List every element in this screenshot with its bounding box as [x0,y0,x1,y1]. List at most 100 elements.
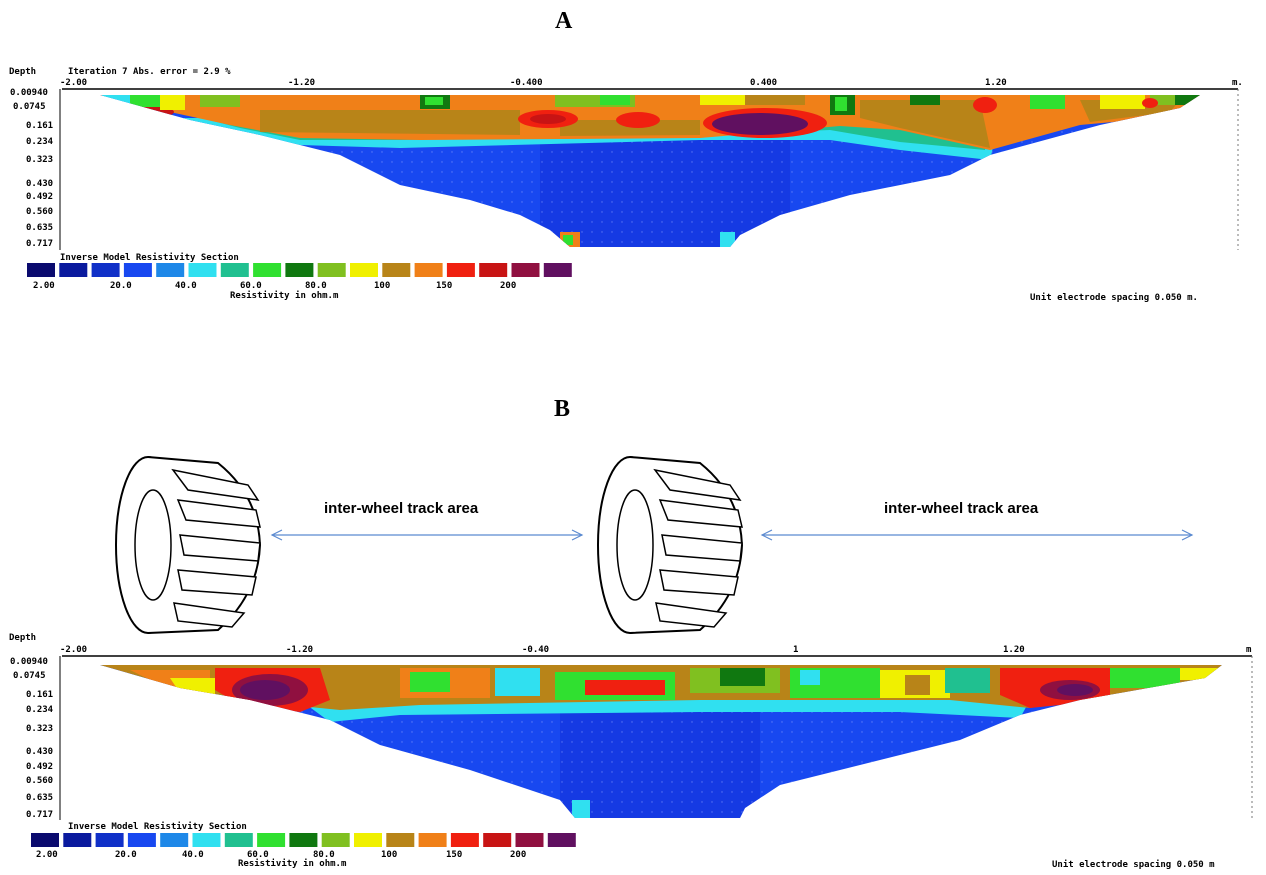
track-label-right: inter-wheel track area [884,500,1039,517]
legend-value-b-4: 80.0 [313,850,335,860]
legend-a-swatch-8 [285,263,314,277]
x-tick-a-0: -2.00 [60,78,88,88]
legend-b-swatch-1 [63,833,92,847]
legend-value-a-2: 40.0 [175,281,197,291]
x-tick-b-0: -2.00 [60,645,88,655]
depth-tick-b-6: 0.492 [26,762,54,772]
depth-tick-b-8: 0.635 [26,793,54,803]
legend-b-swatch-12 [418,833,447,847]
legend-a-swatch-7 [253,263,282,277]
legend-a-swatch-1 [59,263,88,277]
legend-b-swatch-8 [289,833,318,847]
spacing-label-b: Unit electrode spacing 0.050 m [1052,860,1215,870]
legend-b-swatch-3 [127,833,156,847]
legend-value-b-6: 150 [446,850,463,860]
legend-a-swatch-6 [220,263,249,277]
legend-value-b-2: 40.0 [182,850,204,860]
axes-b [59,655,1253,820]
depth-tick-b-2: 0.161 [26,690,54,700]
x-tick-a-2: -0.400 [510,78,543,88]
arrow-left-track [270,529,584,541]
panel-b-label: B [554,396,571,422]
depth-tick-a-5: 0.430 [26,179,54,189]
arrow-right-track [760,529,1194,541]
x-unit-a: m. [1232,78,1243,88]
legend-a-swatch-16 [543,263,572,277]
legend-b-swatch-7 [257,833,286,847]
depth-tick-b-4: 0.323 [26,724,54,734]
legend-b-swatch-5 [192,833,221,847]
legend-a-swatch-14 [479,263,508,277]
depth-label-a: Depth [9,67,37,77]
depth-tick-b-7: 0.560 [26,776,54,786]
legend-a-swatch-2 [91,263,120,277]
section-title-b: Inverse Model Resistivity Section [68,822,247,832]
legend-b-swatch-2 [95,833,124,847]
legend-a-swatch-12 [414,263,443,277]
legend-b-swatch-14 [483,833,512,847]
legend-a-swatch-10 [350,263,378,277]
legend-value-a-1: 20.0 [110,281,132,291]
depth-tick-a-3: 0.234 [26,137,54,147]
legend-a-swatch-11 [382,263,411,277]
depth-tick-a-6: 0.492 [26,192,54,202]
legend-b-swatch-0 [31,833,59,847]
legend-a-swatch-0 [27,263,55,277]
legend-a-swatch-5 [188,263,217,277]
x-tick-b-3: 1 [793,645,799,655]
resistivity-label-b: Resistivity in ohm.m [238,859,347,869]
section-title-a: Inverse Model Resistivity Section [60,253,239,263]
depth-tick-b-3: 0.234 [26,705,54,715]
x-tick-b-4: 1.20 [1003,645,1025,655]
legend-b-swatch-6 [224,833,253,847]
legend-a [27,263,572,277]
resistivity-section-a [100,95,1200,247]
depth-tick-a-9: 0.717 [26,239,54,249]
legend-value-a-4: 80.0 [305,281,327,291]
legend-a-swatch-4 [156,263,185,277]
x-unit-b: m [1246,645,1252,655]
legend-a-swatch-3 [123,263,152,277]
depth-tick-a-2: 0.161 [26,121,54,131]
tire-middle-icon [597,456,744,634]
depth-tick-b-9: 0.717 [26,810,54,820]
legend-value-a-6: 150 [436,281,453,291]
x-tick-a-3: 0.400 [750,78,778,88]
legend-b-swatch-11 [386,833,415,847]
depth-tick-a-0: 0.00940 [10,88,48,98]
depth-tick-a-8: 0.635 [26,223,54,233]
panel-a-label: A [555,8,573,34]
depth-tick-b-1: 0.0745 [13,671,46,681]
legend-value-a-3: 60.0 [240,281,262,291]
x-tick-b-1: -1.20 [286,645,314,655]
x-tick-a-4: 1.20 [985,78,1007,88]
resistivity-section-b [100,665,1222,818]
legend-value-b-0: 2.00 [36,850,58,860]
depth-tick-a-1: 0.0745 [13,102,46,112]
legend-b-swatch-9 [321,833,350,847]
depth-label-b: Depth [9,633,37,643]
depth-tick-a-7: 0.560 [26,207,54,217]
legend-value-b-7: 200 [510,850,527,860]
legend-b-swatch-16 [547,833,576,847]
legend-value-a-7: 200 [500,281,517,291]
legend-b [31,833,576,847]
legend-a-swatch-13 [446,263,475,277]
legend-value-b-1: 20.0 [115,850,137,860]
legend-value-a-0: 2.00 [33,281,55,291]
iteration-title: Iteration 7 Abs. error = 2.9 % [68,67,231,77]
legend-b-swatch-10 [354,833,382,847]
legend-value-b-5: 100 [381,850,398,860]
legend-a-swatch-15 [511,263,540,277]
resistivity-label-a: Resistivity in ohm.m [230,291,339,301]
legend-b-swatch-13 [450,833,479,847]
legend-b-swatch-4 [160,833,189,847]
axes-a [59,88,1239,250]
depth-tick-a-4: 0.323 [26,155,54,165]
depth-tick-b-5: 0.430 [26,747,54,757]
x-tick-a-1: -1.20 [288,78,316,88]
spacing-label-a: Unit electrode spacing 0.050 m. [1030,293,1198,303]
x-tick-b-2: -0.40 [522,645,550,655]
legend-value-a-5: 100 [374,281,391,291]
